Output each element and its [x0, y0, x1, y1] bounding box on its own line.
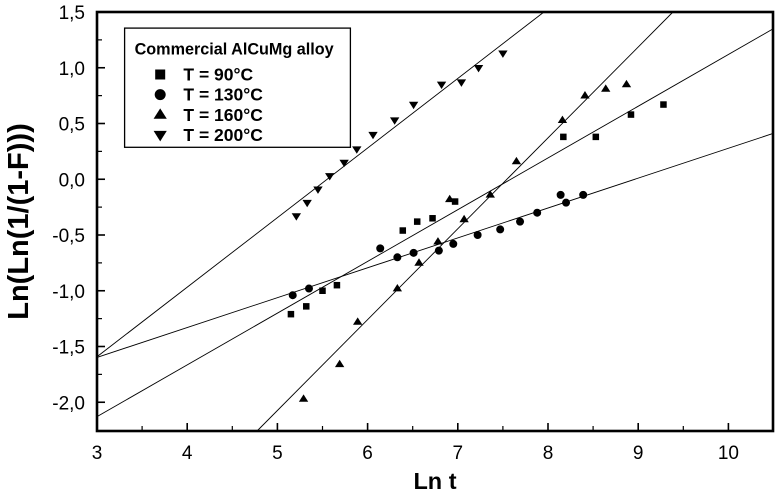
svg-text:-1,5: -1,5 — [52, 338, 85, 359]
svg-text:0,5: 0,5 — [59, 115, 85, 136]
svg-text:-1,0: -1,0 — [52, 282, 85, 303]
svg-text:T = 160°C: T = 160°C — [183, 105, 263, 125]
svg-text:10: 10 — [718, 443, 739, 464]
svg-text:3: 3 — [92, 443, 103, 464]
svg-text:1,5: 1,5 — [59, 3, 85, 24]
svg-text:-0,5: -0,5 — [52, 226, 85, 247]
svg-text:T = 200°C: T = 200°C — [183, 125, 263, 145]
svg-text:7: 7 — [453, 443, 464, 464]
svg-text:-2,0: -2,0 — [52, 393, 85, 414]
svg-text:5: 5 — [272, 443, 283, 464]
svg-text:T = 130°C: T = 130°C — [183, 85, 263, 105]
svg-text:Commercial AlCuMg alloy: Commercial AlCuMg alloy — [135, 40, 334, 58]
svg-text:Ln t: Ln t — [413, 468, 456, 494]
svg-text:T = 90°C: T = 90°C — [183, 65, 253, 85]
svg-text:9: 9 — [633, 443, 644, 464]
svg-text:8: 8 — [543, 443, 554, 464]
svg-text:0,0: 0,0 — [59, 170, 85, 191]
svg-text:1,0: 1,0 — [59, 59, 85, 80]
svg-text:4: 4 — [182, 443, 193, 464]
svg-text:Ln(Ln(1/(1-F))): Ln(Ln(1/(1-F))) — [3, 123, 35, 320]
svg-text:6: 6 — [362, 443, 373, 464]
